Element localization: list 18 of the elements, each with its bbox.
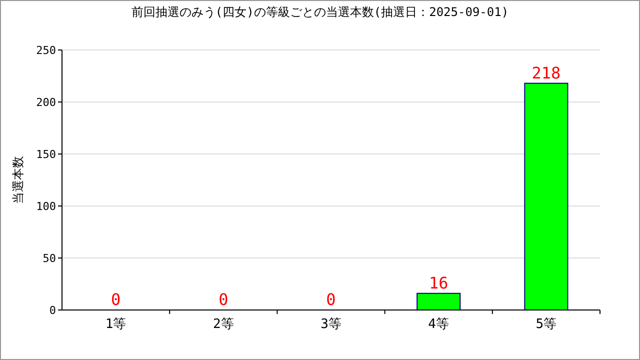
x-tick-label: 4等 — [428, 317, 450, 332]
data-label: 0 — [326, 290, 336, 309]
y-tick-label: 50 — [42, 252, 56, 265]
x-tick-label: 5等 — [536, 317, 557, 332]
data-label: 0 — [110, 290, 121, 309]
y-tick-label: 250 — [36, 44, 56, 57]
data-label: 0 — [218, 290, 228, 309]
chart-title: 前回抽選のみう(四女)の等級ごとの当選本数(抽選日：2025-09-01) — [131, 5, 509, 19]
y-axis-title: 当選本数 — [11, 156, 25, 204]
data-label: 218 — [532, 63, 561, 82]
y-tick-label: 0 — [49, 304, 56, 317]
y-tick-label: 100 — [36, 200, 56, 213]
x-tick-label: 1等 — [105, 317, 126, 332]
x-tick-label: 3等 — [320, 317, 342, 332]
y-tick-label: 200 — [36, 96, 56, 109]
x-tick-label: 2等 — [212, 317, 234, 332]
data-label: 16 — [428, 273, 448, 292]
y-tick-label: 150 — [36, 148, 56, 161]
